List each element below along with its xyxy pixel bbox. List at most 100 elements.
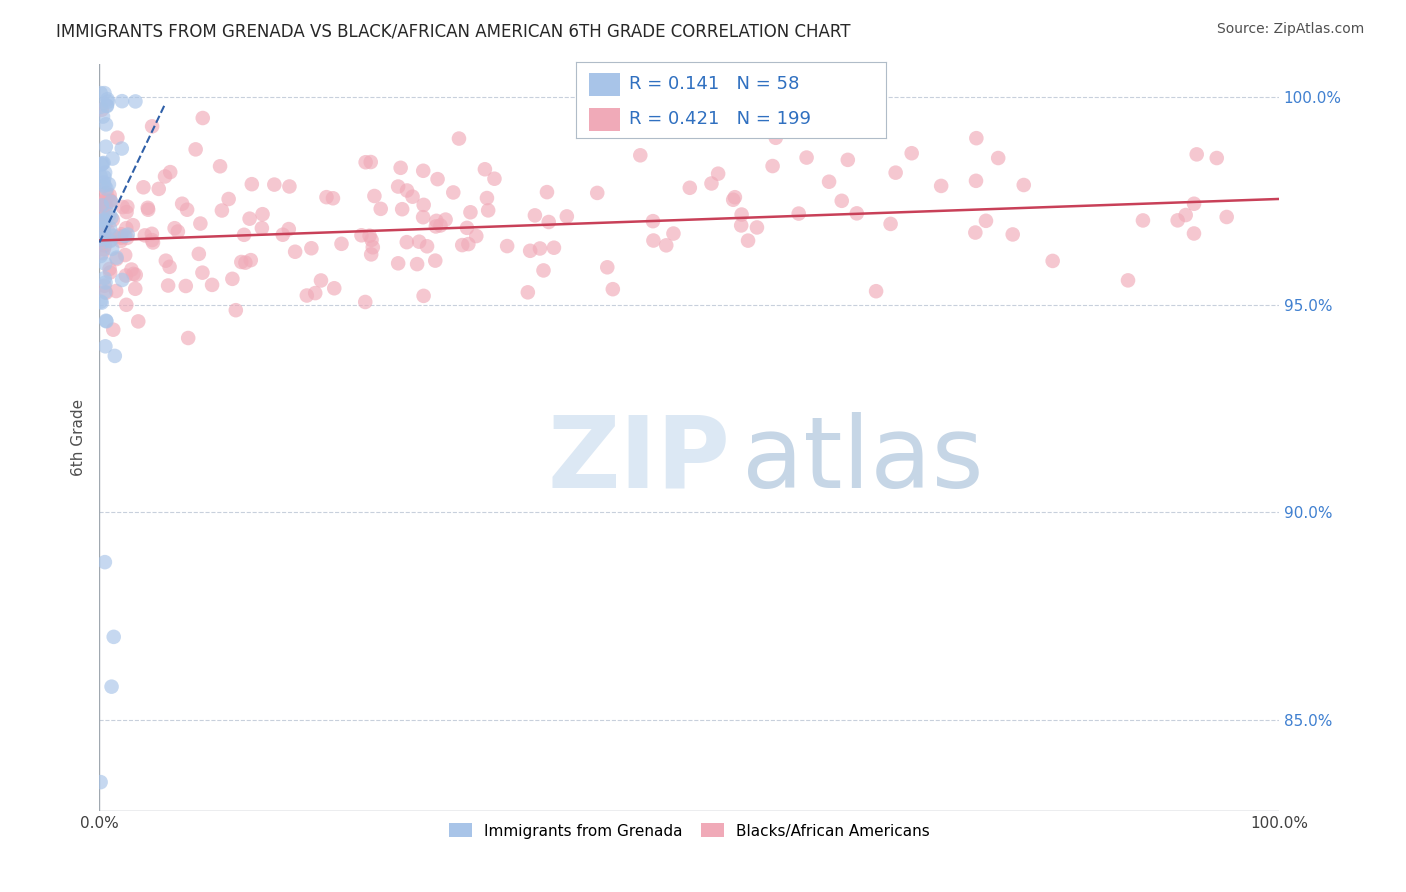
Point	[354, 295, 377, 310]
Point	[235, 255, 257, 269]
Point	[845, 206, 868, 220]
Point	[94, 285, 117, 300]
Point	[90, 157, 112, 171]
Point	[124, 282, 146, 296]
Point	[96, 98, 118, 112]
Point	[929, 178, 952, 193]
Point	[730, 208, 752, 222]
Point	[110, 227, 132, 242]
Point	[533, 263, 555, 277]
Point	[136, 202, 159, 217]
Point	[148, 182, 170, 196]
Point	[100, 211, 122, 225]
Point	[965, 226, 987, 240]
Point	[529, 242, 551, 256]
Point	[299, 241, 322, 255]
Point	[98, 234, 121, 248]
Point	[90, 232, 112, 246]
Point	[586, 186, 609, 200]
Point	[360, 155, 382, 169]
Point	[389, 161, 412, 175]
Point	[1132, 213, 1154, 227]
Text: R = 0.421   N = 199: R = 0.421 N = 199	[628, 111, 811, 128]
Point	[96, 186, 118, 200]
Point	[965, 174, 987, 188]
Point	[602, 282, 624, 296]
Point	[457, 237, 479, 252]
Point	[1185, 147, 1208, 161]
Point	[761, 159, 783, 173]
Point	[879, 217, 901, 231]
Point	[426, 172, 449, 186]
Point	[837, 153, 859, 167]
Point	[91, 156, 114, 170]
Point	[406, 257, 429, 271]
Point	[90, 86, 112, 100]
Point	[101, 242, 124, 256]
Point	[90, 295, 112, 310]
Point	[94, 238, 117, 252]
Point	[90, 179, 112, 194]
Point	[110, 234, 132, 248]
Point	[304, 286, 326, 301]
Point	[90, 222, 112, 236]
Point	[456, 220, 478, 235]
Point	[987, 151, 1010, 165]
Point	[191, 266, 214, 280]
Text: atlas: atlas	[742, 411, 984, 508]
Point	[93, 86, 115, 100]
Point	[679, 181, 702, 195]
Point	[111, 200, 134, 214]
Point	[117, 227, 139, 242]
Point	[363, 189, 385, 203]
Point	[655, 238, 678, 252]
Point	[441, 186, 464, 200]
Point	[662, 227, 685, 241]
Point	[408, 235, 430, 249]
Point	[163, 221, 186, 235]
Point	[93, 170, 115, 185]
Point	[451, 238, 474, 252]
Point	[211, 203, 233, 218]
Point	[596, 260, 619, 275]
Point	[721, 193, 744, 207]
Point	[111, 94, 134, 108]
Point	[122, 218, 145, 232]
Text: ZIP: ZIP	[548, 411, 731, 508]
FancyBboxPatch shape	[589, 108, 620, 130]
Point	[360, 247, 382, 261]
Point	[745, 220, 768, 235]
Point	[111, 142, 134, 156]
Point	[94, 117, 117, 131]
Point	[218, 192, 240, 206]
Point	[100, 194, 122, 209]
Text: Source: ZipAtlas.com: Source: ZipAtlas.com	[1216, 22, 1364, 37]
Point	[1167, 213, 1189, 227]
Point	[191, 111, 214, 125]
Point	[628, 148, 651, 162]
Point	[91, 246, 114, 260]
Point	[93, 227, 115, 241]
Point	[101, 213, 124, 227]
Point	[103, 323, 125, 337]
Point	[115, 205, 138, 219]
Point	[278, 179, 301, 194]
Point	[103, 630, 125, 644]
Point	[447, 131, 470, 145]
Point	[97, 178, 120, 192]
Point	[141, 233, 163, 247]
FancyBboxPatch shape	[589, 73, 620, 95]
Point	[250, 221, 273, 235]
Point	[90, 103, 112, 117]
Point	[93, 242, 115, 256]
Point	[94, 198, 117, 212]
Point	[412, 211, 434, 225]
Point	[387, 256, 409, 270]
Point	[730, 219, 752, 233]
Point	[93, 176, 115, 190]
Point	[142, 235, 165, 250]
Point	[96, 314, 118, 328]
Point	[98, 265, 121, 279]
Point	[1001, 227, 1024, 242]
Point	[93, 214, 115, 228]
